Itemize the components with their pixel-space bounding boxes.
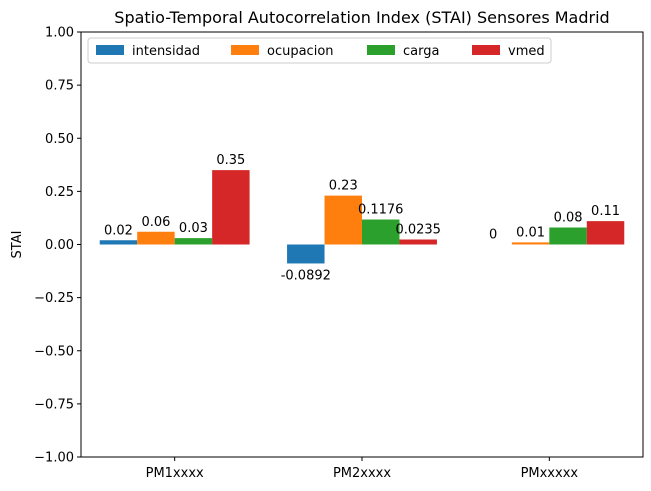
chart-title: Spatio-Temporal Autocorrelation Index (S… [114, 8, 609, 27]
y-tick-label: 0.50 [45, 132, 74, 147]
x-tick-label: PM2xxxx [333, 466, 391, 481]
y-tick-label: −0.75 [34, 397, 74, 412]
legend-swatch [231, 45, 259, 55]
data-label: 0.08 [554, 211, 583, 226]
data-label: 0.01 [516, 225, 545, 240]
data-label: 0.23 [329, 179, 358, 194]
legend-swatch [367, 45, 395, 55]
legend-box [87, 37, 552, 64]
data-label: 0.35 [216, 153, 245, 168]
bar-intensidad [287, 244, 325, 264]
y-axis-ticks: −1.00 −0.75 −0.50 −0.25 0.00 0.25 0.50 0.75 1.00 [34, 26, 81, 466]
legend: intensidad ocupacion carga vmed [87, 37, 552, 64]
y-axis-label: STAI [10, 231, 25, 259]
bar-intensidad [99, 240, 138, 245]
x-tick-label: PMxxxxx [521, 466, 579, 481]
legend-label: carga [403, 44, 439, 59]
y-tick-label: −1.00 [34, 451, 74, 466]
legend-label: vmed [508, 44, 545, 59]
bar-ocupacion [511, 242, 550, 245]
data-label: 0.03 [179, 221, 208, 236]
y-tick-label: −0.50 [34, 344, 74, 359]
y-tick-label: −0.25 [34, 291, 74, 306]
legend-label: intensidad [132, 44, 200, 59]
y-tick-label: 0.25 [45, 185, 74, 200]
x-tick-label: PM1xxxx [146, 466, 204, 481]
data-label: 0.11 [591, 204, 620, 219]
bars [99, 170, 625, 264]
bar-ocupacion [324, 195, 362, 245]
bar-carga [174, 238, 213, 245]
legend-label: ocupacion [267, 44, 334, 59]
data-label: -0.0892 [281, 268, 331, 283]
data-label: 0.06 [141, 215, 170, 230]
bar-vmed [399, 239, 437, 245]
data-label: 0.0235 [395, 223, 441, 238]
y-tick-label: 0.75 [45, 79, 74, 94]
plot-frame [80, 31, 644, 458]
data-label: 0.02 [104, 223, 133, 238]
bar-vmed [212, 170, 250, 245]
bar-vmed [586, 221, 625, 245]
x-axis-ticks: PM1xxxx PM2xxxx PMxxxxx [146, 457, 579, 481]
bar-carga [549, 227, 587, 245]
legend-swatch [472, 45, 500, 55]
data-label: 0.1176 [358, 203, 404, 218]
data-label: 0 [489, 228, 497, 243]
bar-labels: 0.02 -0.0892 0 0.06 0.23 0.01 0.03 0.1176 0.08 0.… [104, 153, 620, 283]
bar-ocupacion [137, 231, 175, 245]
y-tick-label: 0.00 [45, 238, 74, 253]
bar-carga [362, 219, 400, 245]
y-tick-label: 1.00 [45, 26, 74, 41]
legend-swatch [96, 45, 124, 55]
